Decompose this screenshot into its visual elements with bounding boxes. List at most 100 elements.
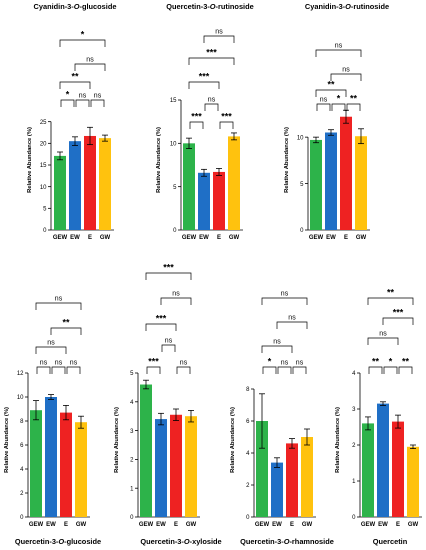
bar-ew bbox=[69, 141, 81, 230]
bar-gw bbox=[355, 136, 367, 230]
significance-label: ** bbox=[372, 357, 380, 367]
y-tick-label: 1 bbox=[130, 486, 134, 492]
significance-bracket bbox=[51, 366, 66, 374]
bar-gew bbox=[256, 421, 268, 517]
bar-gw bbox=[185, 416, 197, 517]
y-tick-label: 10 bbox=[40, 185, 47, 191]
significance-label: ns bbox=[273, 339, 281, 346]
bar-e bbox=[213, 171, 225, 230]
y-tick-label: 5 bbox=[43, 207, 47, 213]
significance-label: ns bbox=[172, 291, 180, 298]
significance-bracket bbox=[262, 366, 277, 374]
significance-label: ns bbox=[335, 43, 343, 50]
y-tick-label: 8 bbox=[246, 387, 250, 393]
significance-label: *** bbox=[199, 72, 210, 82]
significance-bracket bbox=[331, 103, 346, 111]
significance-bracket bbox=[203, 35, 235, 43]
significance-bracket bbox=[188, 57, 235, 65]
significance-bracket bbox=[35, 346, 67, 354]
y-tick-label: 0 bbox=[352, 515, 356, 521]
y-tick-label: 25 bbox=[40, 120, 47, 126]
significance-bracket bbox=[398, 366, 413, 374]
significance-label: *** bbox=[148, 357, 159, 367]
y-tick-label: 0 bbox=[20, 515, 24, 521]
bar-ew bbox=[198, 172, 210, 230]
x-tick-label: EW bbox=[326, 235, 336, 241]
significance-label: ns bbox=[47, 340, 55, 347]
significance-label: *** bbox=[393, 308, 404, 318]
significance-bracket bbox=[75, 99, 90, 107]
y-tick-label: 2 bbox=[352, 443, 356, 449]
bar-e bbox=[392, 421, 404, 517]
significance-bracket bbox=[346, 103, 361, 111]
bar-gew bbox=[30, 410, 42, 517]
significance-label: ns bbox=[40, 360, 48, 367]
y-tick-label: 12 bbox=[17, 371, 24, 377]
x-tick-label: GW bbox=[229, 235, 240, 241]
x-tick-label: GEW bbox=[309, 235, 324, 241]
significance-label: ns bbox=[208, 97, 216, 104]
bar-ew bbox=[45, 397, 57, 517]
y-axis-label: Relative Abundance (%) bbox=[4, 407, 10, 473]
bar-gw bbox=[301, 437, 313, 517]
x-tick-label: GEW bbox=[361, 522, 376, 528]
y-tick-label: 0 bbox=[246, 515, 250, 521]
bar-gew bbox=[140, 384, 152, 517]
y-axis-label: Relative Abundance (%) bbox=[230, 407, 236, 473]
significance-bracket bbox=[145, 323, 177, 331]
chart-title: Quercetin bbox=[373, 537, 408, 546]
x-tick-label: EW bbox=[272, 522, 282, 528]
chart-panel-4: Quercetin-3-O-glucoside 0 2 4 6 8 10 12 Relative… bbox=[4, 296, 101, 547]
x-tick-label: GW bbox=[76, 522, 87, 528]
y-tick-label: 10 bbox=[17, 395, 24, 401]
significance-bracket bbox=[66, 366, 81, 374]
y-tick-label: 3 bbox=[352, 407, 356, 413]
y-tick-label: 0 bbox=[43, 228, 47, 234]
significance-label: ns bbox=[55, 360, 63, 367]
significance-label: ns bbox=[94, 93, 102, 100]
significance-bracket bbox=[59, 39, 106, 47]
bar-e bbox=[286, 443, 298, 517]
significance-label: ns bbox=[342, 67, 350, 74]
y-axis-label: Relative Abundance (%) bbox=[335, 407, 341, 473]
y-tick-label: 20 bbox=[40, 142, 47, 148]
x-tick-label: GEW bbox=[29, 522, 44, 528]
significance-bracket bbox=[368, 366, 383, 374]
significance-bracket bbox=[188, 81, 220, 89]
significance-bracket bbox=[176, 366, 191, 374]
chart-panel-2: Quercetin-3-O-rutinoside 0 5 10 15 Relative A… bbox=[156, 2, 254, 241]
chart-title: Quercetin-3-O-xyloside bbox=[140, 537, 221, 546]
y-tick-label: 0 bbox=[173, 228, 177, 234]
x-tick-label: E bbox=[290, 522, 294, 528]
x-tick-label: E bbox=[344, 235, 348, 241]
bar-gew bbox=[362, 423, 374, 517]
x-tick-label: EW bbox=[46, 522, 56, 528]
bar-e bbox=[60, 412, 72, 517]
significance-label: ns bbox=[288, 315, 296, 322]
significance-label: ** bbox=[402, 357, 410, 367]
y-tick-label: 4 bbox=[130, 400, 134, 406]
significance-bracket bbox=[315, 49, 362, 57]
significance-bracket bbox=[60, 99, 75, 107]
significance-label: ns bbox=[379, 331, 387, 338]
x-tick-label: EW bbox=[378, 522, 388, 528]
x-tick-label: GEW bbox=[53, 235, 68, 241]
chart-title: Quercetin-3-O-rhamnoside bbox=[240, 537, 334, 546]
x-tick-label: GEW bbox=[255, 522, 270, 528]
y-tick-label: 5 bbox=[300, 182, 304, 188]
x-tick-label: E bbox=[174, 522, 178, 528]
significance-bracket bbox=[316, 103, 331, 111]
y-tick-label: 3 bbox=[130, 429, 134, 435]
y-axis-label: Relative Abundance (%) bbox=[27, 127, 33, 193]
significance-bracket bbox=[189, 121, 204, 129]
y-tick-label: 6 bbox=[246, 419, 250, 425]
bar-ew bbox=[271, 462, 283, 517]
significance-bracket bbox=[145, 272, 192, 280]
chart-title: Cyanidin-3-O-glucoside bbox=[34, 2, 117, 11]
bar-ew bbox=[377, 403, 389, 517]
significance-label: ns bbox=[296, 360, 304, 367]
bar-gew bbox=[183, 143, 195, 230]
significance-bracket bbox=[382, 317, 414, 325]
y-tick-label: 8 bbox=[20, 419, 24, 425]
y-tick-label: 6 bbox=[20, 443, 24, 449]
